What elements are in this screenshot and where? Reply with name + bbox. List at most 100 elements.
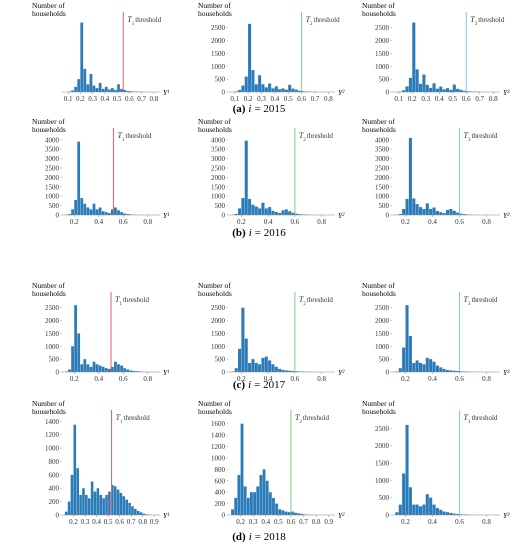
bar xyxy=(432,361,436,372)
y-axis-label: Number of xyxy=(32,399,65,408)
threshold-label: T1threshold xyxy=(115,295,150,307)
bar xyxy=(108,491,111,515)
bar xyxy=(415,504,419,515)
bar xyxy=(274,211,278,215)
bar xyxy=(275,503,279,515)
x-tick-label: 0.6 xyxy=(125,95,134,103)
bar xyxy=(77,79,81,92)
y-tick-label: 1500 xyxy=(45,183,60,191)
threshold-text: threshold xyxy=(478,16,505,24)
bar xyxy=(96,488,100,515)
bar xyxy=(238,348,242,372)
bar xyxy=(261,84,265,92)
x-tick-label: 0.6 xyxy=(455,518,464,526)
y-tick-label: 500 xyxy=(215,202,226,210)
bar xyxy=(408,336,412,372)
bar xyxy=(122,496,126,515)
y-axis-label: Number of xyxy=(362,281,395,290)
x-tick-label: 0.8 xyxy=(143,218,152,226)
bar xyxy=(254,84,258,92)
bar xyxy=(442,368,446,372)
bar xyxy=(459,371,463,372)
x-tick-label: 0.3 xyxy=(249,518,258,526)
bar xyxy=(288,84,292,92)
threshold-text: threshold xyxy=(125,132,152,140)
y-tick-label: 4000 xyxy=(45,136,60,144)
y-tick-label: 0 xyxy=(56,212,60,220)
bar xyxy=(68,369,71,372)
bar xyxy=(258,208,262,215)
bar xyxy=(402,347,406,372)
caption-rest: = 2015 xyxy=(254,103,285,115)
bar xyxy=(429,87,433,92)
x-tick-label: 0.4 xyxy=(261,518,270,526)
x-tick-label: 0.6 xyxy=(287,518,296,526)
x-tick-label: 0.9 xyxy=(150,518,159,526)
bar xyxy=(95,364,99,372)
bar xyxy=(425,357,429,372)
y-axis-label: households xyxy=(32,407,66,416)
y-axis-label: households xyxy=(198,289,232,298)
bar xyxy=(99,494,103,515)
y-tick-label: 600 xyxy=(215,477,226,485)
bar xyxy=(120,88,123,92)
x-label-index: 3 xyxy=(507,370,510,375)
y-tick-label: 0 xyxy=(386,212,390,220)
y-tick-label: 3500 xyxy=(211,146,226,154)
bar xyxy=(92,203,96,215)
bar xyxy=(402,208,406,215)
x-tick-label: 0.2 xyxy=(401,518,410,526)
y-tick-label: 1500 xyxy=(211,183,226,191)
bar xyxy=(142,513,146,515)
y-tick-label: 1000 xyxy=(375,343,390,351)
x-tick-label: 0.2 xyxy=(408,95,417,103)
bar xyxy=(264,356,268,372)
threshold-symbol: T xyxy=(306,15,311,24)
bar xyxy=(244,140,248,215)
bar xyxy=(128,502,131,515)
bar xyxy=(117,210,120,215)
caption-letter: (c) xyxy=(233,379,246,391)
threshold-text: threshold xyxy=(471,414,498,422)
bar xyxy=(241,307,245,372)
bar xyxy=(425,494,429,515)
bar xyxy=(111,88,114,92)
bar xyxy=(126,90,130,92)
y-tick-label: 2500 xyxy=(375,304,390,312)
bar xyxy=(402,90,406,92)
threshold-symbol: T xyxy=(464,295,469,304)
x-label-index: 1 xyxy=(167,513,170,518)
bar xyxy=(248,23,252,92)
x-tick-label: 0.8 xyxy=(482,375,491,383)
bar xyxy=(449,512,453,515)
y-tick-label: 1400 xyxy=(45,418,60,426)
bar xyxy=(126,369,130,372)
y-tick-label: 0 xyxy=(222,89,226,97)
threshold-index: 1 xyxy=(132,22,135,27)
threshold-label: T3threshold xyxy=(470,15,505,27)
bar xyxy=(294,213,298,215)
y-tick-label: 500 xyxy=(215,356,226,364)
bar xyxy=(120,365,123,372)
threshold-symbol: T xyxy=(299,295,304,304)
threshold-index: 2 xyxy=(303,138,306,143)
x-tick-label: 0.1 xyxy=(394,95,403,103)
caption-letter: (a) xyxy=(233,103,246,115)
bar xyxy=(71,209,74,215)
y-axis-label: households xyxy=(198,9,232,18)
x-tick-label: 0.3 xyxy=(257,95,266,103)
x-label-index: 3 xyxy=(507,513,510,518)
bar xyxy=(68,214,71,215)
bar xyxy=(101,211,105,215)
panel-caption: (d) i = 2018 xyxy=(232,531,286,543)
x-label-symbol: Y xyxy=(338,511,343,520)
y-tick-label: 800 xyxy=(215,466,226,474)
bar xyxy=(300,513,304,515)
x-tick-label: 0.8 xyxy=(317,218,326,226)
y-tick-label: 2500 xyxy=(45,164,60,172)
threshold-label: T1threshold xyxy=(117,131,152,143)
bar xyxy=(80,198,84,215)
bar xyxy=(123,368,127,372)
threshold-index: 3 xyxy=(468,420,471,425)
bar xyxy=(264,87,268,92)
